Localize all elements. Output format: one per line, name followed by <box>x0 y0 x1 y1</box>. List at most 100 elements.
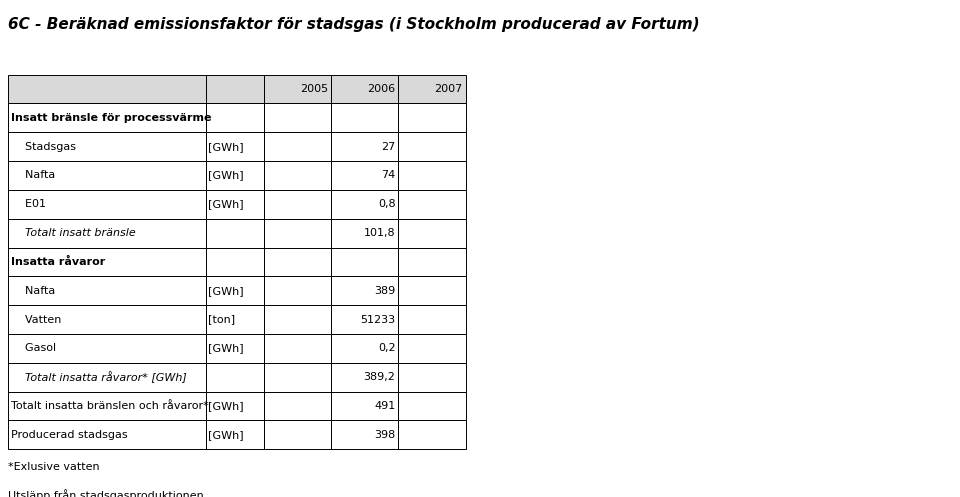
Bar <box>264 363 331 392</box>
Text: [GWh]: [GWh] <box>208 199 244 209</box>
Bar <box>206 248 264 276</box>
Bar <box>206 392 264 420</box>
Bar <box>206 276 264 305</box>
Text: 389: 389 <box>374 286 396 296</box>
Bar <box>8 420 206 449</box>
Bar <box>206 305 264 334</box>
Bar <box>331 219 398 248</box>
Bar <box>331 75 398 103</box>
Bar <box>331 103 398 132</box>
Text: 0,8: 0,8 <box>378 199 396 209</box>
Bar <box>264 248 331 276</box>
Bar <box>206 103 264 132</box>
Text: Producerad stadsgas: Producerad stadsgas <box>11 430 127 440</box>
Bar <box>8 248 206 276</box>
Bar <box>264 392 331 420</box>
Bar <box>8 363 206 392</box>
Bar <box>398 103 466 132</box>
Text: Insatta råvaror: Insatta råvaror <box>11 257 105 267</box>
Bar <box>8 334 206 363</box>
Bar <box>206 161 264 190</box>
Bar <box>264 305 331 334</box>
Text: 2006: 2006 <box>368 84 396 94</box>
Bar <box>264 420 331 449</box>
Bar <box>8 103 206 132</box>
Bar <box>206 420 264 449</box>
Bar <box>331 392 398 420</box>
Bar <box>206 190 264 219</box>
Text: 74: 74 <box>381 170 396 180</box>
Bar <box>398 334 466 363</box>
Bar <box>398 276 466 305</box>
Bar <box>398 75 466 103</box>
Bar <box>8 392 206 420</box>
Bar <box>264 161 331 190</box>
Bar <box>398 219 466 248</box>
Text: 101,8: 101,8 <box>364 228 396 238</box>
Bar <box>331 420 398 449</box>
Text: Totalt insatta råvaror* [GWh]: Totalt insatta råvaror* [GWh] <box>11 371 186 383</box>
Text: E01: E01 <box>11 199 45 209</box>
Bar <box>398 161 466 190</box>
Bar <box>264 190 331 219</box>
Bar <box>264 132 331 161</box>
Bar <box>331 363 398 392</box>
Bar <box>331 132 398 161</box>
Text: 389,2: 389,2 <box>364 372 396 382</box>
Bar <box>398 132 466 161</box>
Bar <box>206 334 264 363</box>
Bar <box>8 190 206 219</box>
Bar <box>206 363 264 392</box>
Bar <box>398 190 466 219</box>
Bar <box>331 190 398 219</box>
Bar <box>264 334 331 363</box>
Bar <box>398 420 466 449</box>
Text: 27: 27 <box>381 142 396 152</box>
Bar <box>8 161 206 190</box>
Bar <box>331 334 398 363</box>
Text: Totalt insatta bränslen och råvaror*: Totalt insatta bränslen och råvaror* <box>11 401 208 411</box>
Text: 2007: 2007 <box>435 84 463 94</box>
Bar <box>8 75 206 103</box>
Text: [GWh]: [GWh] <box>208 343 244 353</box>
Text: Gasol: Gasol <box>11 343 56 353</box>
Bar <box>8 132 206 161</box>
Bar <box>398 363 466 392</box>
Text: 51233: 51233 <box>360 315 396 325</box>
Bar <box>398 248 466 276</box>
Text: 6C - Beräknad emissionsfaktor för stadsgas (i Stockholm producerad av Fortum): 6C - Beräknad emissionsfaktor för stadsg… <box>8 17 699 32</box>
Text: [ton]: [ton] <box>208 315 235 325</box>
Bar <box>264 103 331 132</box>
Bar <box>206 219 264 248</box>
Bar <box>264 75 331 103</box>
Text: Insatt bränsle för processvärme: Insatt bränsle för processvärme <box>11 113 211 123</box>
Bar <box>398 305 466 334</box>
Text: 2005: 2005 <box>300 84 328 94</box>
Bar <box>264 219 331 248</box>
Text: Nafta: Nafta <box>11 286 55 296</box>
Text: Totalt insatt bränsle: Totalt insatt bränsle <box>11 228 135 238</box>
Bar <box>206 75 264 103</box>
Bar <box>8 305 206 334</box>
Text: [GWh]: [GWh] <box>208 142 244 152</box>
Text: Stadsgas: Stadsgas <box>11 142 76 152</box>
Text: 491: 491 <box>374 401 396 411</box>
Text: [GWh]: [GWh] <box>208 401 244 411</box>
Text: Vatten: Vatten <box>11 315 60 325</box>
Bar <box>206 132 264 161</box>
Text: Utsläpp från stadsgasproduktionen: Utsläpp från stadsgasproduktionen <box>8 489 204 497</box>
Bar <box>8 276 206 305</box>
Bar <box>331 248 398 276</box>
Text: *Exlusive vatten: *Exlusive vatten <box>8 462 99 472</box>
Bar <box>331 305 398 334</box>
Bar <box>331 161 398 190</box>
Text: [GWh]: [GWh] <box>208 430 244 440</box>
Bar <box>264 276 331 305</box>
Bar <box>331 276 398 305</box>
Text: 0,2: 0,2 <box>378 343 396 353</box>
Bar <box>398 392 466 420</box>
Text: Nafta: Nafta <box>11 170 55 180</box>
Bar <box>8 219 206 248</box>
Text: [GWh]: [GWh] <box>208 286 244 296</box>
Text: [GWh]: [GWh] <box>208 170 244 180</box>
